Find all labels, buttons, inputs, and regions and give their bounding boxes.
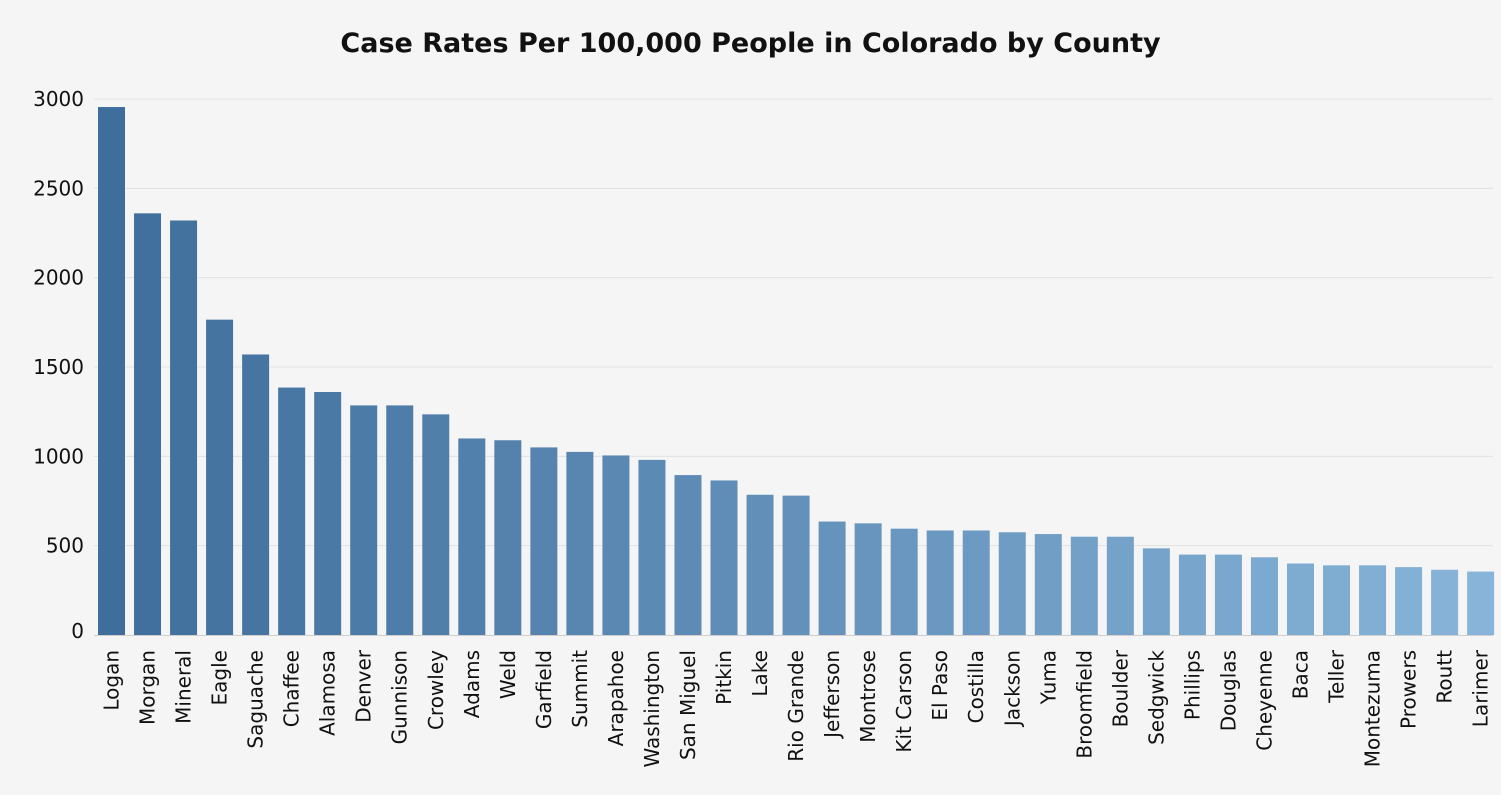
x-tick-label: Crowley xyxy=(424,650,448,730)
x-tick-label: Cheyenne xyxy=(1252,650,1276,751)
bar-broomfield xyxy=(1070,536,1098,635)
bar-montezuma xyxy=(1359,565,1387,635)
bar-rio-grande xyxy=(782,495,810,635)
bar-jackson xyxy=(998,532,1026,635)
bar-baca xyxy=(1286,563,1314,635)
x-tick-label: Garfield xyxy=(532,650,556,729)
x-tick-label: Baca xyxy=(1288,650,1312,699)
bar-jefferson xyxy=(818,521,846,635)
x-tick-label: Eagle xyxy=(208,650,232,705)
bar-denver xyxy=(350,405,378,635)
bar-costilla xyxy=(962,530,990,635)
bar-eagle xyxy=(206,319,234,635)
y-tick-label: 3000 xyxy=(33,87,84,111)
bar-pitkin xyxy=(710,480,738,635)
bar-arapahoe xyxy=(602,455,630,635)
x-tick-label: Sedgwick xyxy=(1144,650,1168,745)
x-tick-label: Douglas xyxy=(1216,650,1240,731)
bar-phillips xyxy=(1178,554,1206,635)
x-tick-label: Weld xyxy=(496,650,520,699)
bar-logan xyxy=(98,107,125,636)
x-tick-label: Rio Grande xyxy=(784,650,808,762)
y-tick-label: 0 xyxy=(71,619,84,643)
x-tick-label: Kit Carson xyxy=(892,650,916,753)
x-tick-label: Saguache xyxy=(244,650,268,749)
bar-lake xyxy=(746,494,774,635)
bar-sedgwick xyxy=(1142,548,1170,635)
x-tick-label: Routt xyxy=(1433,650,1457,704)
x-tick-label: Adams xyxy=(460,650,484,718)
x-tick-label: Teller xyxy=(1325,649,1349,704)
bar-prowers xyxy=(1395,567,1423,635)
x-tick-label: Jefferson xyxy=(820,650,844,740)
x-tick-label: Yuma xyxy=(1036,650,1060,705)
bar-chaffee xyxy=(278,387,306,635)
bar-el-paso xyxy=(926,530,954,635)
x-tick-label: Mineral xyxy=(172,650,196,724)
bar-san-miguel xyxy=(674,475,702,635)
x-tick-label: Boulder xyxy=(1108,649,1132,727)
x-tick-label: Lake xyxy=(748,650,772,697)
x-tick-label: Phillips xyxy=(1180,650,1204,720)
bar-larimer xyxy=(1467,571,1495,635)
bar-washington xyxy=(638,459,666,635)
x-axis-labels: Logan Morgan Mineral Eagle Saguache Chaffee Al… xyxy=(100,649,1493,767)
bar-yuma xyxy=(1034,534,1062,635)
bar-mineral xyxy=(170,220,198,636)
x-tick-label: Montrose xyxy=(856,650,880,743)
y-tick-label: 1000 xyxy=(33,444,84,468)
bar-routt xyxy=(1431,569,1459,635)
bar-weld xyxy=(494,440,522,635)
bar-boulder xyxy=(1106,536,1134,635)
bar-summit xyxy=(566,451,594,635)
x-tick-label: Larimer xyxy=(1469,649,1493,727)
x-tick-label: Alamosa xyxy=(316,650,340,736)
bar-crowley xyxy=(422,414,450,635)
x-tick-label: Costilla xyxy=(964,650,988,723)
x-tick-label: Chaffee xyxy=(280,650,304,727)
bar-morgan xyxy=(134,213,162,635)
y-tick-label: 1500 xyxy=(33,355,84,379)
x-tick-label: Arapahoe xyxy=(604,650,628,746)
x-tick-label: Broomfield xyxy=(1072,650,1096,759)
x-tick-label: Summit xyxy=(568,650,592,728)
chart-title: Case Rates Per 100,000 People in Colorad… xyxy=(340,28,1161,59)
x-tick-label: Washington xyxy=(640,650,664,768)
x-tick-label: El Paso xyxy=(928,650,952,721)
x-tick-label: Morgan xyxy=(136,650,160,725)
x-tick-label: Gunnison xyxy=(388,650,412,744)
bar-gunnison xyxy=(386,405,414,635)
bar-montrose xyxy=(854,523,882,635)
bars xyxy=(98,107,1495,636)
bar-alamosa xyxy=(314,392,342,635)
bar-cheyenne xyxy=(1250,557,1278,635)
bar-douglas xyxy=(1214,554,1242,635)
x-tick-label: Montezuma xyxy=(1361,650,1385,767)
y-tick-label: 500 xyxy=(46,534,84,558)
y-axis-ticks: 0 500 1000 1500 2000 2500 3000 xyxy=(33,87,84,643)
y-tick-label: 2000 xyxy=(33,266,84,290)
bar-saguache xyxy=(242,354,270,635)
bar-kit-carson xyxy=(890,528,918,635)
x-tick-label: Jackson xyxy=(1000,650,1024,728)
bar-adams xyxy=(458,438,486,635)
bar-garfield xyxy=(530,447,558,635)
x-tick-label: Pitkin xyxy=(712,650,736,705)
bar-teller xyxy=(1323,565,1351,635)
x-tick-label: Prowers xyxy=(1397,650,1421,729)
x-tick-label: Denver xyxy=(352,649,376,723)
y-tick-label: 2500 xyxy=(33,176,84,200)
x-tick-label: San Miguel xyxy=(676,650,700,760)
x-tick-label: Logan xyxy=(100,650,124,711)
